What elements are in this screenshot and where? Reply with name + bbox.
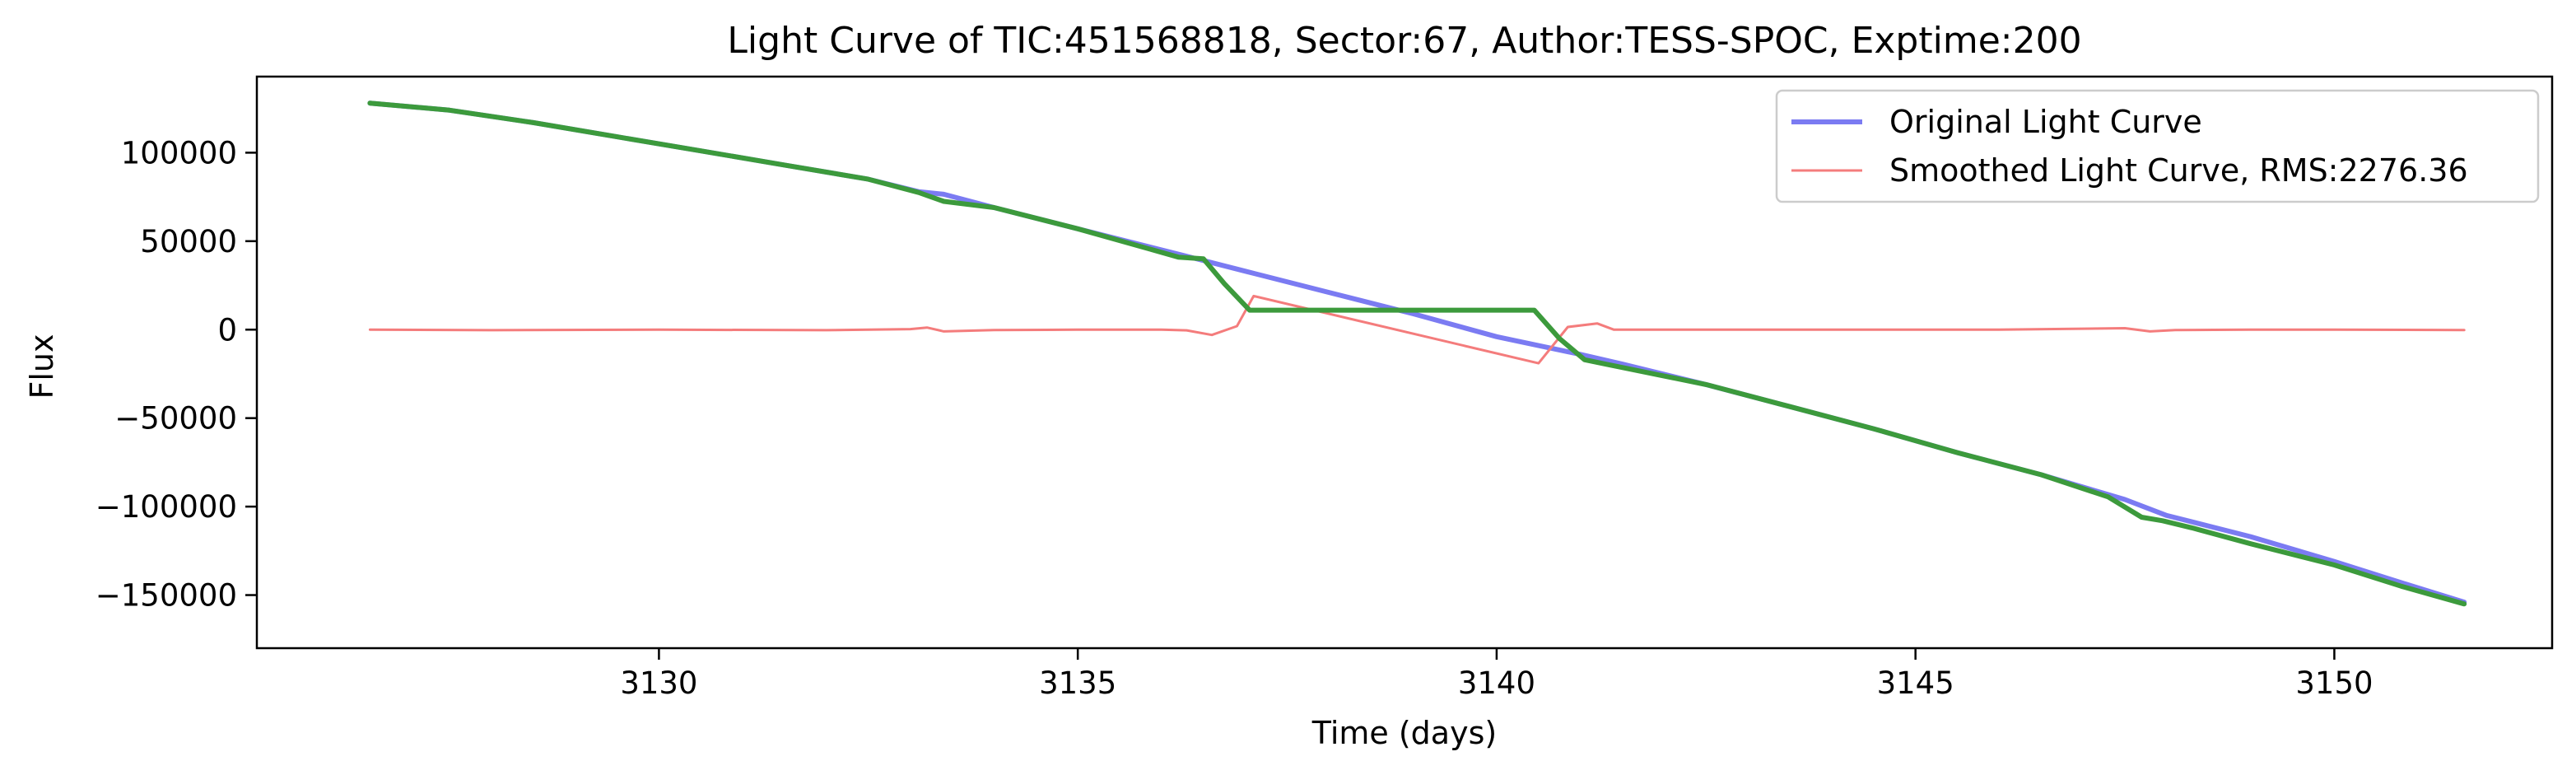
legend: Original Light Curve Smoothed Light Curv…: [1775, 89, 2540, 203]
y-tick-label: 100000: [121, 135, 237, 170]
x-axis-label: Time (days): [1311, 715, 1497, 751]
y-tick-label: −50000: [114, 401, 237, 437]
x-tick-label: 3135: [1039, 665, 1116, 701]
x-tick-label: 3150: [2295, 665, 2373, 701]
legend-label-original: Original Light Curve: [1889, 104, 2202, 140]
series-layer: [367, 100, 2467, 607]
x-tick-label: 3140: [1458, 665, 1535, 701]
x-tick-label: 3130: [620, 665, 697, 701]
y-tick-label: 50000: [140, 224, 237, 259]
series-line-1: [368, 294, 2466, 365]
plot-frame: [255, 75, 2554, 650]
x-axis: 3130 3135 3140 3145 3150: [620, 648, 2373, 701]
chart-title: Light Curve of TIC:451568818, Sector:67,…: [727, 20, 2081, 62]
y-tick-label: −150000: [95, 578, 237, 614]
y-tick-label: −100000: [95, 489, 237, 525]
y-axis: 100000 50000 0 −50000 −100000 −150000: [95, 135, 257, 614]
plot-area: [255, 75, 2554, 650]
y-axis-label: Flux: [24, 334, 60, 399]
y-tick-label: 0: [217, 312, 237, 348]
series-line-2: [367, 100, 2467, 607]
legend-label-smoothed: Smoothed Light Curve, RMS:2276.36: [1889, 152, 2468, 189]
x-tick-label: 3145: [1877, 665, 1954, 701]
legend-frame: [1775, 89, 2540, 203]
